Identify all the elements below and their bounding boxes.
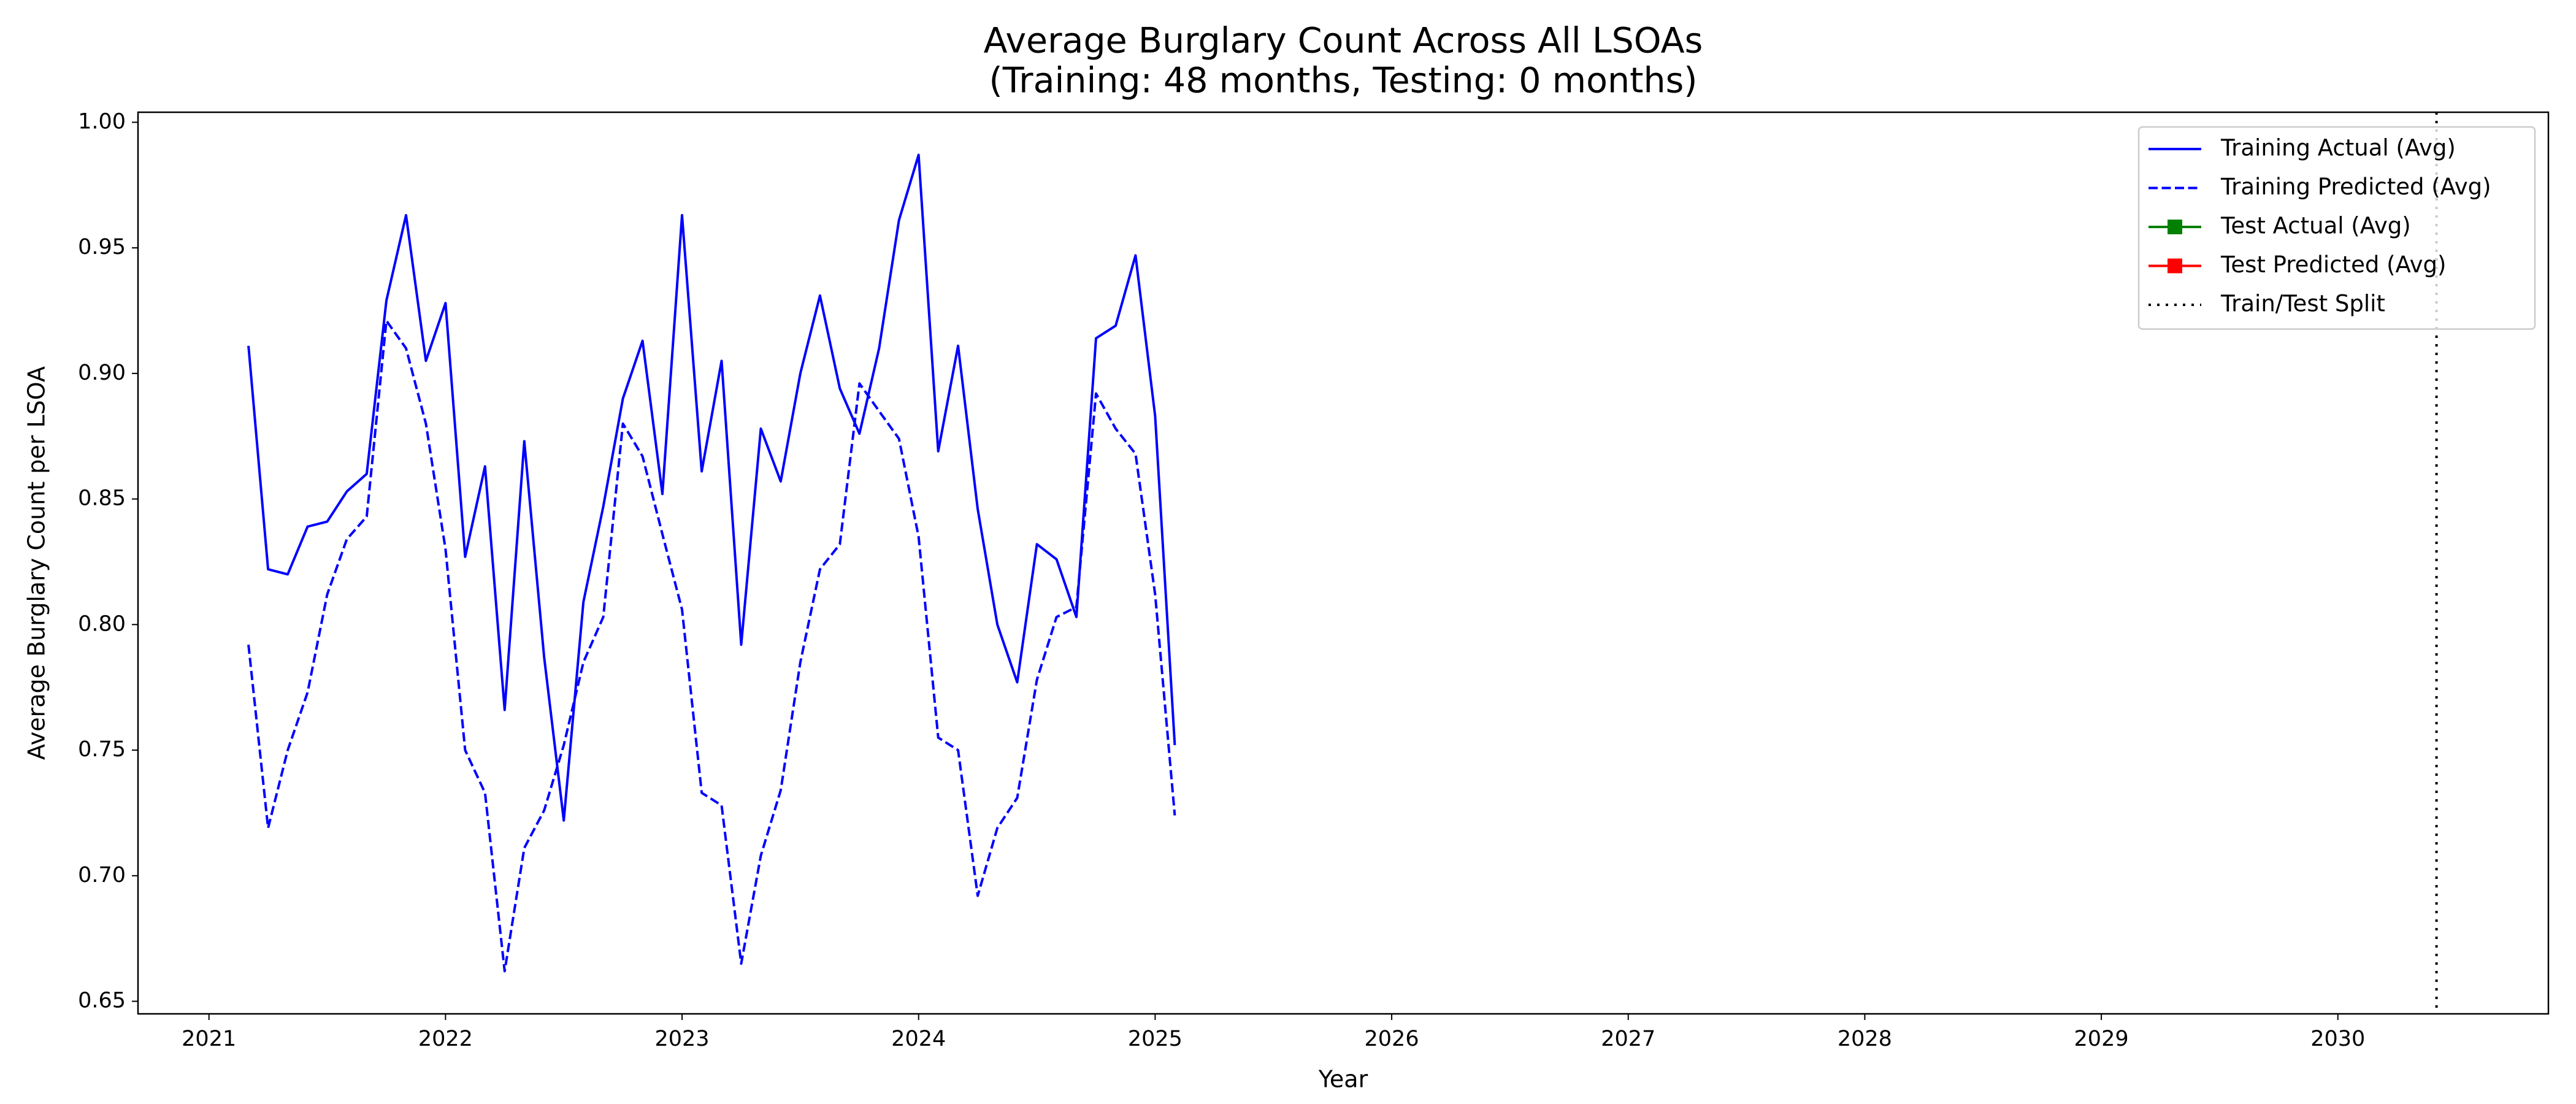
legend-label: Test Predicted (Avg) <box>2220 251 2446 278</box>
x-tick-label: 2022 <box>418 1027 473 1051</box>
y-tick-label: 0.90 <box>78 361 126 385</box>
legend-label: Training Predicted (Avg) <box>2220 174 2491 200</box>
x-axis-label: Year <box>1318 1066 1368 1093</box>
y-axis-label: Average Burglary Count per LSOA <box>23 366 50 760</box>
legend-label: Training Actual (Avg) <box>2220 135 2456 161</box>
x-tick-label: 2021 <box>182 1027 236 1051</box>
x-tick-label: 2029 <box>2074 1027 2129 1051</box>
x-tick-label: 2024 <box>891 1027 946 1051</box>
x-tick-label: 2026 <box>1365 1027 1419 1051</box>
y-tick-label: 0.95 <box>78 235 126 259</box>
legend: Training Actual (Avg) Training Predicted … <box>2137 126 2536 330</box>
y-tick-label: 0.75 <box>78 737 126 762</box>
x-tick-label: 2025 <box>1128 1027 1183 1051</box>
x-tick-label: 2027 <box>1601 1027 1655 1051</box>
x-tick-label: 2028 <box>1838 1027 1892 1051</box>
legend-marker <box>2168 258 2182 274</box>
legend-box <box>2137 126 2536 330</box>
y-tick-label: 0.70 <box>78 863 126 887</box>
chart-title: Average Burglary Count Across All LSOAs <box>984 21 1703 61</box>
series-line <box>247 153 1176 822</box>
legend-marker <box>2168 220 2182 234</box>
legend-label: Test Actual (Avg) <box>2220 213 2411 239</box>
x-tick-label: 2023 <box>655 1027 710 1051</box>
y-tick-label: 0.65 <box>78 989 126 1013</box>
series-line <box>247 319 1176 973</box>
y-tick-label: 0.80 <box>78 611 126 636</box>
y-tick-label: 0.85 <box>78 486 126 511</box>
y-tick-label: 1.00 <box>78 109 126 134</box>
chart-subtitle: (Training: 48 months, Testing: 0 months) <box>989 61 1697 101</box>
legend-label: Train/Test Split <box>2220 291 2385 317</box>
x-tick-label: 2030 <box>2310 1027 2365 1051</box>
plot-frame <box>137 111 2550 1015</box>
